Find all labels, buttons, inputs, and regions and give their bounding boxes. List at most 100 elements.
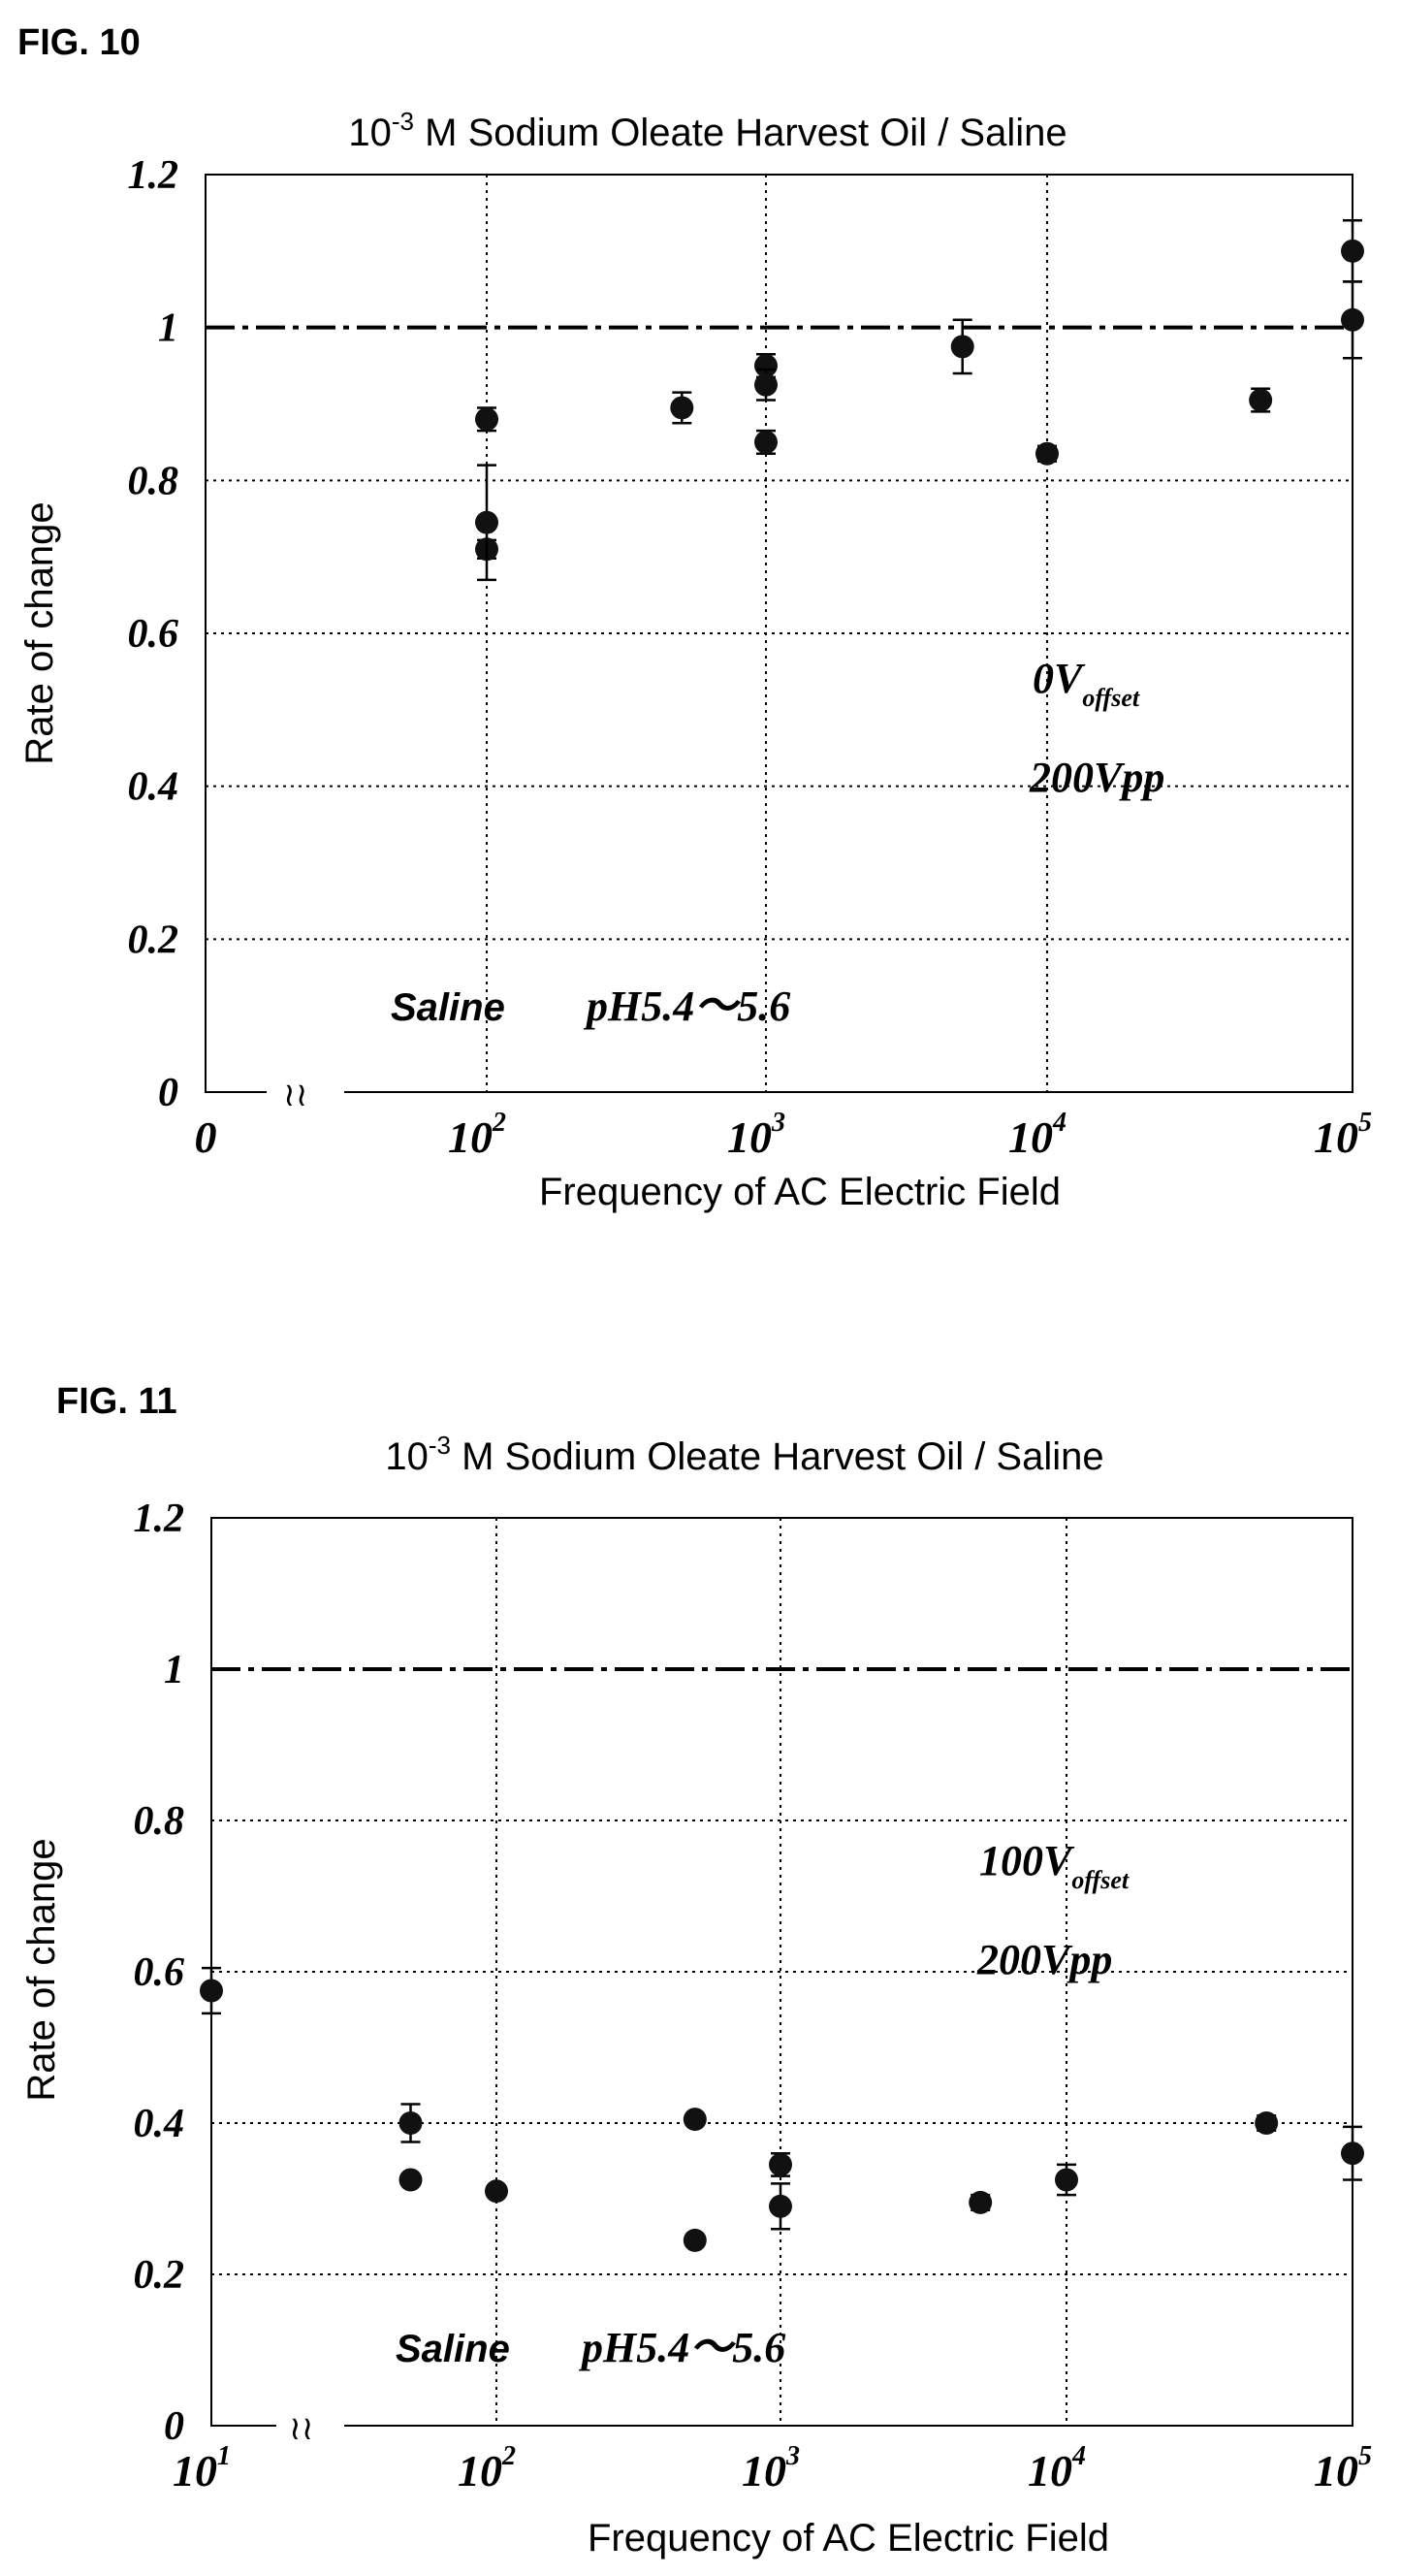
annotation-saline-11: Saline: [396, 2328, 510, 2370]
y-tick-label: 0.8: [134, 1799, 185, 1844]
annotation-offset-10: 0Voffset: [1033, 655, 1140, 712]
y-tick-labels-11: 0 0.2 0.4 0.6 0.8 1 1.2: [134, 1497, 185, 2449]
point-marker: [485, 2179, 508, 2204]
y-tick-label: 1: [158, 306, 178, 351]
x-tick-label: 103: [727, 1108, 785, 1162]
point-marker: [1035, 441, 1059, 466]
data-point: [754, 429, 778, 455]
data-point: [670, 391, 694, 425]
y-tick-label: 1.2: [134, 1497, 185, 1541]
figure-label-11: FIG. 11: [56, 1381, 177, 1422]
y-axis-label-10: Rate of change: [18, 501, 61, 764]
y-tick-label: 0.8: [128, 459, 179, 503]
point-marker: [475, 510, 498, 534]
data-points-10: [475, 219, 1364, 582]
x-tick-label: 104: [1028, 2441, 1086, 2496]
data-point: [950, 318, 974, 375]
y-tick-label: 0.4: [134, 2102, 185, 2146]
figure-11: FIG. 11 10-3 M Sodium Oleate Harvest Oil…: [20, 1381, 1372, 2560]
annotation-ph-10: pH5.4～5.6: [583, 982, 790, 1030]
y-tick-label: 0: [164, 2404, 184, 2449]
point-marker: [683, 2108, 707, 2132]
data-point: [969, 2190, 993, 2214]
data-point: [1249, 387, 1273, 413]
x-axis-label-11: Frequency of AC Electric Field: [588, 2517, 1109, 2560]
data-point: [1255, 2111, 1279, 2135]
point-marker: [1341, 2141, 1364, 2166]
annotation-ph-11: pH5.4～5.6: [578, 2324, 785, 2371]
data-points-11: [200, 1966, 1364, 2252]
y-axis-label-11: Rate of change: [20, 1838, 63, 2101]
point-marker: [398, 2111, 423, 2135]
x-tick-labels-11: 101 102 103 104 105: [173, 2441, 1372, 2496]
axis-break-gap-10: [267, 1082, 344, 1102]
x-tick-label: 103: [742, 2441, 800, 2496]
x-tick-label: 105: [1314, 1108, 1372, 1162]
data-point: [1035, 441, 1059, 466]
y-tick-labels-10: 0 0.2 0.4 0.6 0.8 1 1.2: [128, 153, 179, 1115]
data-point: [475, 406, 498, 433]
point-marker: [1249, 388, 1273, 412]
data-point: [475, 464, 498, 582]
data-point: [485, 2179, 508, 2204]
point-marker: [1055, 2168, 1078, 2192]
point-marker: [200, 1979, 223, 2003]
data-point: [1341, 280, 1364, 360]
y-tick-label: 0.4: [128, 765, 179, 810]
y-tick-label: 0.2: [128, 918, 179, 962]
point-marker: [670, 396, 694, 420]
grid-10: [206, 175, 1353, 1092]
annotation-offset-11: 100Voffset: [979, 1837, 1130, 1894]
data-point: [1055, 2163, 1078, 2197]
axis-break-icon-10: ≀≀: [283, 1078, 308, 1113]
data-point: [398, 2103, 423, 2143]
point-marker: [769, 2194, 792, 2218]
axis-break-icon-11: ≀≀: [289, 2411, 314, 2447]
point-marker: [1255, 2111, 1279, 2135]
annotation-saline-10: Saline: [391, 986, 505, 1029]
data-point: [769, 2182, 792, 2231]
annotation-vpp-11: 200Vpp: [976, 1936, 1112, 1983]
point-marker: [754, 372, 778, 397]
point-marker: [969, 2190, 993, 2214]
x-tick-label: 101: [173, 2441, 231, 2496]
data-point: [769, 2151, 792, 2177]
point-marker: [683, 2228, 707, 2252]
x-tick-labels-10: 0 102 103 104 105: [195, 1108, 1373, 1162]
y-tick-label: 0.6: [134, 1950, 185, 1995]
data-point: [754, 368, 778, 402]
data-point: [1341, 2125, 1364, 2181]
point-marker: [398, 2168, 423, 2192]
point-marker: [475, 407, 498, 432]
x-tick-label: 105: [1314, 2441, 1372, 2496]
y-tick-label: 0.2: [134, 2253, 185, 2298]
data-point: [200, 1966, 223, 2015]
figure-10: FIG. 10 10-3 M Sodium Oleate Harvest Oil…: [17, 22, 1372, 1213]
x-tick-label: 102: [448, 1108, 506, 1162]
axis-break-gap-11: [276, 2416, 344, 2435]
data-point: [398, 2168, 423, 2192]
y-tick-label: 1.2: [128, 153, 179, 198]
point-marker: [769, 2152, 792, 2176]
x-tick-label: 104: [1008, 1108, 1067, 1162]
y-tick-label: 0: [158, 1071, 178, 1115]
plot-area-10: [205, 174, 1353, 1093]
data-point: [1341, 219, 1364, 283]
point-marker: [1341, 307, 1364, 332]
point-marker: [754, 354, 778, 378]
x-tick-label: 102: [458, 2441, 516, 2496]
point-marker: [950, 335, 974, 359]
point-marker: [1341, 239, 1364, 263]
x-axis-label-10: Frequency of AC Electric Field: [539, 1171, 1061, 1213]
data-point: [683, 2228, 707, 2252]
chart-title-10: 10-3 M Sodium Oleate Harvest Oil / Salin…: [348, 107, 1067, 154]
x-tick-label: 0: [195, 1112, 217, 1162]
grid-11: [211, 1518, 1353, 2426]
annotation-vpp-10: 200Vpp: [1029, 754, 1164, 801]
y-tick-label: 1: [164, 1648, 184, 1692]
figure-label-10: FIG. 10: [17, 22, 141, 63]
point-marker: [754, 430, 778, 454]
y-tick-label: 0.6: [128, 612, 179, 657]
data-point: [683, 2108, 707, 2132]
